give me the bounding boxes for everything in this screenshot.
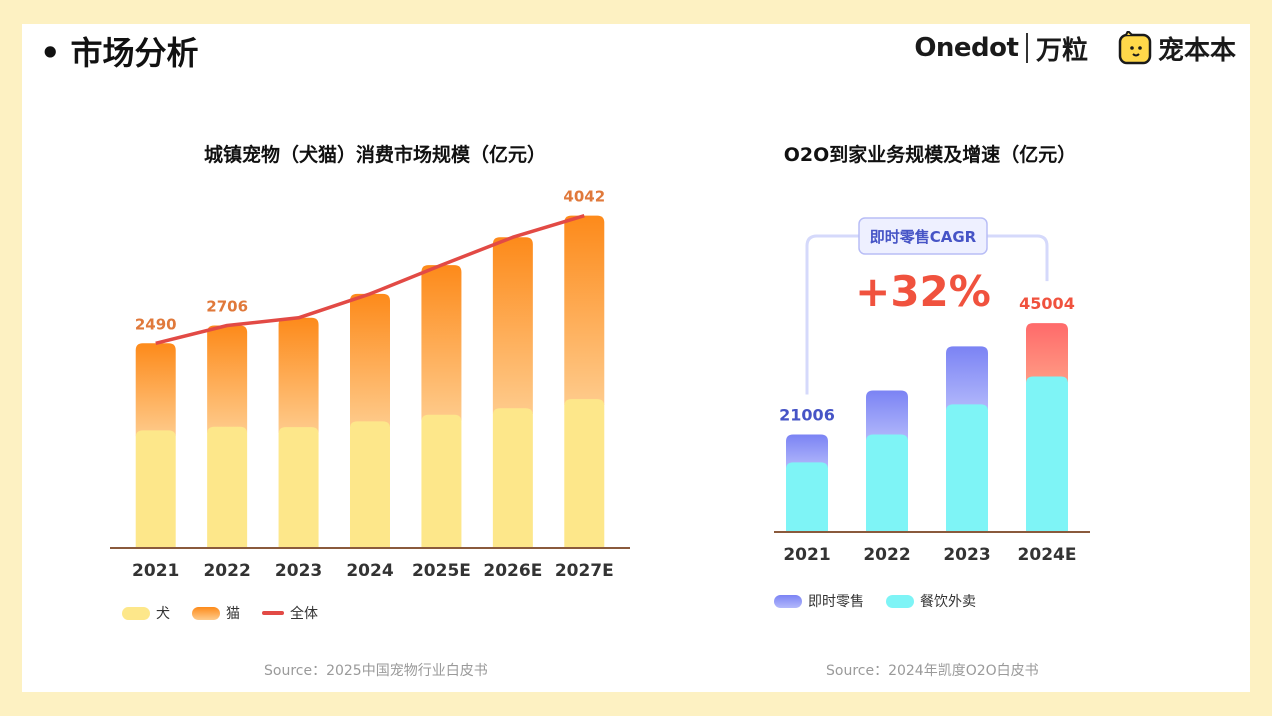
left-chart-title: 城镇宠物（犬猫）消费市场规模（亿元） xyxy=(203,144,546,166)
legend-item-retail: 即时零售 xyxy=(774,591,864,611)
legend-item-food: 餐饮外卖 xyxy=(886,591,976,611)
wanli-logo: 万粒 xyxy=(1035,35,1088,66)
bar-retail-2021 xyxy=(786,434,828,469)
bar-food-2022 xyxy=(866,434,908,532)
bar-food-2023 xyxy=(946,404,988,532)
bar-food-2021 xyxy=(786,462,828,532)
bar-retail-2023 xyxy=(946,346,988,411)
right-chart: 2021 2022 2023 2024E 即时零售CAGR +32% 21006 45004 xyxy=(774,217,1090,565)
bar-dog-2026E xyxy=(492,408,533,548)
bar-cat-2025E xyxy=(421,265,462,421)
logo-area: Onedot 万粒 宠本本 xyxy=(914,28,1236,68)
legend-item-cat: 猫 xyxy=(192,603,240,623)
total-line xyxy=(155,213,585,345)
x-tick-label: 2021 xyxy=(132,561,179,581)
bar-dog-2021 xyxy=(135,430,176,548)
legend-swatch-food xyxy=(886,594,914,608)
x-tick-label: 2024 xyxy=(346,561,393,581)
x-tick-label: 2025E xyxy=(412,561,471,581)
right-legend: 即时零售 餐饮外卖 xyxy=(774,591,998,611)
bar-cat-2023 xyxy=(278,317,319,434)
legend-item-total: 全体 xyxy=(262,603,318,623)
cagr-label: 即时零售CAGR xyxy=(870,228,977,246)
legend-swatch-total xyxy=(262,611,284,615)
bar-cat-2021 xyxy=(135,343,176,437)
bar-cat-2022 xyxy=(207,325,248,433)
bar-cat-2027E xyxy=(564,215,605,406)
left-chart: 2021 2022 2023 2024 2025E 2026E 2027E 2490 2706 4… xyxy=(110,188,630,581)
logo-divider xyxy=(1026,33,1028,63)
bar-dog-2022 xyxy=(207,426,248,548)
pet-face-icon xyxy=(1118,31,1152,65)
legend-swatch-retail xyxy=(774,594,802,608)
x-tick-label: 2026E xyxy=(483,561,542,581)
bar-cat-2024 xyxy=(350,293,390,428)
onedot-logo: Onedot xyxy=(914,33,1019,63)
bar-cat-2026E xyxy=(492,237,533,415)
legend-swatch-dog xyxy=(122,606,150,620)
left-source: Source：2025中国宠物行业白皮书 xyxy=(264,663,488,679)
bar-dog-2023 xyxy=(278,427,319,548)
x-tick-label: 2027E xyxy=(555,561,614,581)
x-tick-label: 2022 xyxy=(863,545,910,565)
cagr-value: +32% xyxy=(855,267,991,316)
left-legend: 犬 猫 全体 xyxy=(122,603,340,623)
x-tick-label: 2021 xyxy=(783,545,830,565)
bar-dog-2024 xyxy=(350,421,390,548)
right-source: Source：2024年凯度O2O白皮书 xyxy=(826,663,1039,679)
bar-dog-2025E xyxy=(421,414,462,548)
pet-logo: 宠本本 xyxy=(1118,30,1236,67)
data-label-2021: 2490 xyxy=(135,315,177,333)
x-tick-label: 2023 xyxy=(275,561,322,581)
page-title: • 市场分析 xyxy=(40,28,198,74)
cagr-pill xyxy=(858,217,988,255)
legend-item-dog: 犬 xyxy=(122,603,170,623)
legend-swatch-cat xyxy=(192,606,220,620)
page-title-text: 市场分析 xyxy=(70,34,199,72)
bar-retail-2024E xyxy=(1026,323,1068,383)
x-tick-label: 2023 xyxy=(943,545,990,565)
data-label-2027E: 4042 xyxy=(563,188,605,206)
pet-logo-text: 宠本本 xyxy=(1157,35,1236,66)
data-label-2024E: 45004 xyxy=(1019,294,1075,313)
x-tick-label: 2024E xyxy=(1018,545,1077,565)
bar-retail-2022 xyxy=(866,390,908,441)
right-chart-title: O2O到家业务规模及增速（亿元） xyxy=(783,144,1077,166)
data-label-2021: 21006 xyxy=(779,406,835,425)
bullet-icon: • xyxy=(40,34,61,72)
data-label-2022: 2706 xyxy=(206,298,248,316)
bar-food-2024E xyxy=(1026,376,1068,532)
x-tick-label: 2022 xyxy=(203,561,250,581)
bar-dog-2027E xyxy=(564,399,605,548)
